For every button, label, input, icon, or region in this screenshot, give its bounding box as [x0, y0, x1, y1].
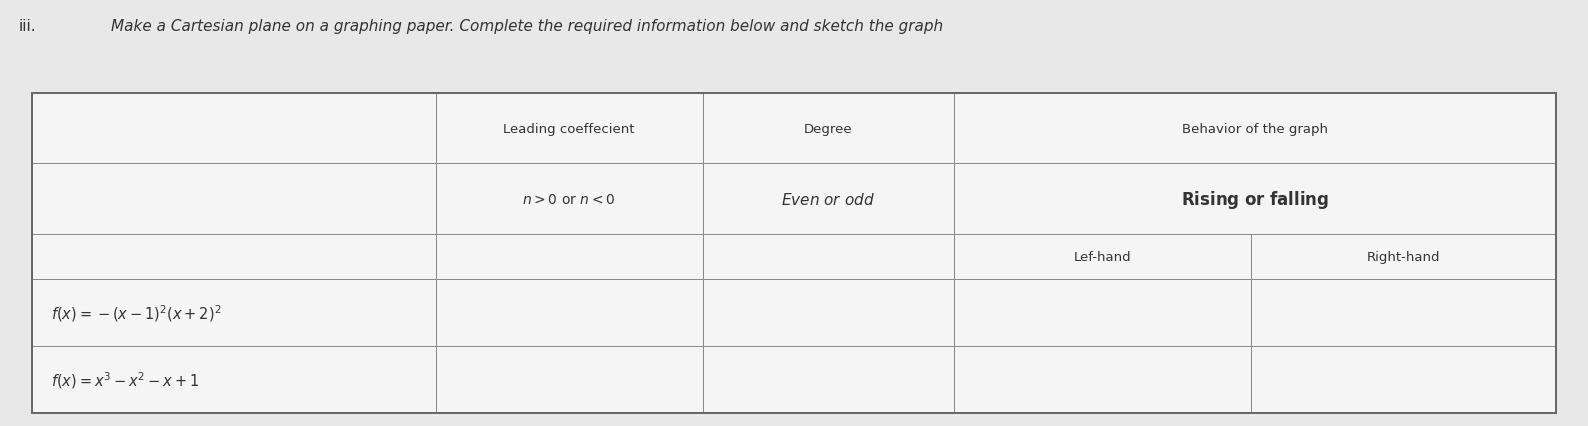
Text: Behavior of the graph: Behavior of the graph — [1181, 122, 1328, 135]
Text: Leading coeffecient: Leading coeffecient — [503, 122, 635, 135]
Text: iii.: iii. — [19, 19, 37, 34]
Text: Right-hand: Right-hand — [1367, 250, 1440, 263]
Text: Make a Cartesian plane on a graphing paper. Complete the required information be: Make a Cartesian plane on a graphing pap… — [111, 19, 943, 34]
Text: $\mathbf{Rising\ or\ falling}$: $\mathbf{Rising\ or\ falling}$ — [1181, 188, 1329, 210]
Text: $n>0$ or $n<0$: $n>0$ or $n<0$ — [522, 192, 616, 206]
Text: Lef-hand: Lef-hand — [1073, 250, 1132, 263]
Text: $\mathit{Even\ or\ odd}$: $\mathit{Even\ or\ odd}$ — [781, 191, 875, 207]
Text: Degree: Degree — [804, 122, 853, 135]
Text: $f(x) = -(x-1)^2(x+2)^2$: $f(x) = -(x-1)^2(x+2)^2$ — [51, 302, 221, 323]
Text: $f(x) = x^3 - x^2 - x + 1$: $f(x) = x^3 - x^2 - x + 1$ — [51, 369, 198, 390]
